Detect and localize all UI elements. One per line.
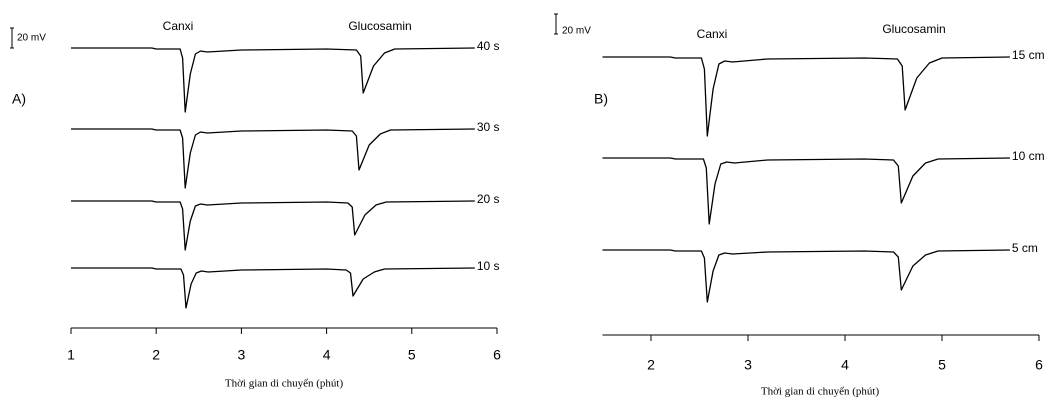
trace-label: 30 s — [477, 120, 500, 134]
scale-bar — [554, 13, 558, 35]
x-tick-label: 5 — [408, 347, 416, 363]
x-axis-label: Thời gian di chuyển (phút) — [225, 378, 344, 390]
x-tick-label: 3 — [744, 357, 752, 373]
x-tick-label: 3 — [238, 347, 246, 363]
trace-label: 10 cm — [1012, 149, 1045, 163]
x-tick-label: 4 — [841, 357, 849, 373]
trace-label: 5 cm — [1012, 241, 1038, 255]
trace — [602, 56, 1010, 137]
x-tick-label: 6 — [1035, 357, 1043, 373]
trace — [71, 128, 475, 189]
panel-label: A) — [12, 91, 26, 107]
trace — [602, 157, 1010, 225]
scale-bar-label: 20 mV — [17, 33, 46, 44]
panel-label: B) — [594, 91, 608, 107]
trace-label: 20 s — [477, 192, 500, 206]
trace-label: 40 s — [477, 39, 500, 53]
peak-label: Canxi — [163, 19, 194, 33]
x-tick-label: 6 — [493, 347, 501, 363]
scale-bar-label: 20 mV — [562, 26, 591, 37]
trace — [71, 267, 475, 309]
x-tick-label: 4 — [323, 347, 331, 363]
trace — [71, 200, 475, 251]
peak-label: Glucosamin — [348, 19, 411, 33]
x-tick-label: 5 — [938, 357, 946, 373]
x-tick-label: 2 — [152, 347, 160, 363]
trace — [602, 249, 1010, 303]
trace-label: 15 cm — [1012, 48, 1045, 62]
peak-label: Canxi — [697, 27, 728, 41]
x-tick-label: 1 — [67, 347, 75, 363]
trace — [71, 47, 475, 113]
x-axis-label: Thời gian di chuyển (phút) — [761, 386, 880, 398]
trace-label: 10 s — [477, 259, 500, 273]
scale-bar — [10, 27, 14, 49]
x-tick-label: 2 — [647, 357, 655, 373]
peak-label: Glucosamin — [882, 22, 945, 36]
